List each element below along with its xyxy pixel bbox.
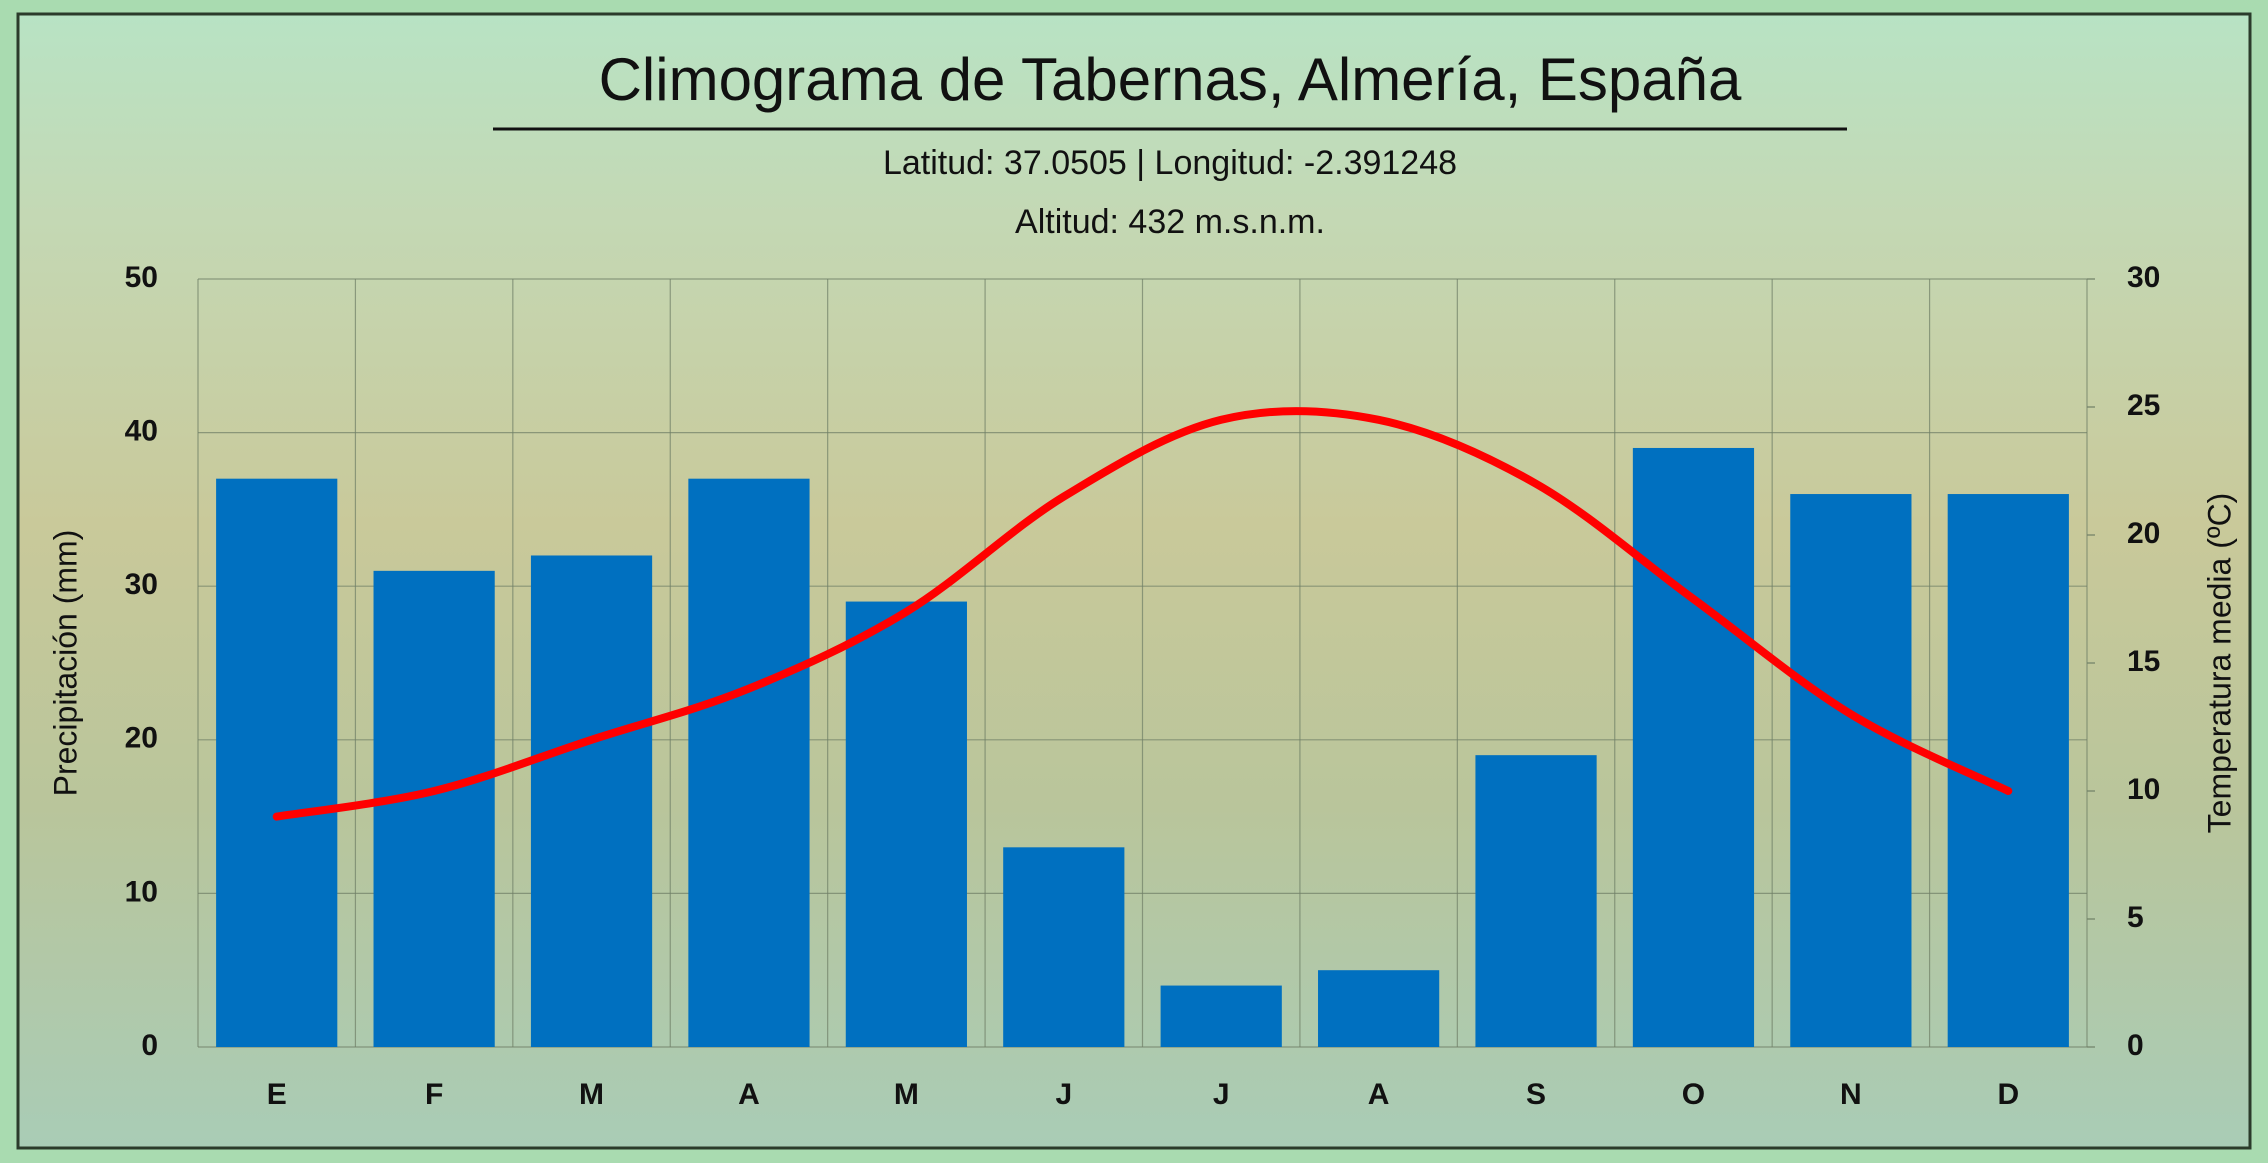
x-tick-label: A bbox=[738, 1078, 760, 1111]
y-axis-label: Precipitación (mm) bbox=[47, 530, 83, 797]
chart-panel bbox=[16, 12, 2252, 1150]
y2-tick-label: 0 bbox=[2127, 1029, 2144, 1062]
y2-tick-label: 30 bbox=[2127, 261, 2160, 294]
bar bbox=[373, 570, 495, 1047]
x-tick-label: D bbox=[1997, 1078, 2019, 1111]
bar bbox=[1160, 985, 1282, 1047]
y2-tick-label: 25 bbox=[2127, 389, 2160, 422]
y2-tick-label: 10 bbox=[2127, 773, 2160, 806]
x-tick-label: J bbox=[1055, 1078, 1072, 1111]
y-tick-label: 40 bbox=[125, 415, 158, 448]
bar bbox=[1790, 494, 1912, 1047]
bar bbox=[530, 555, 653, 1047]
chart-title: Climograma de Tabernas, Almería, España bbox=[599, 46, 1742, 113]
y-tick-label: 10 bbox=[125, 875, 158, 908]
subtitle: Latitud: 37.0505 | Longitud: -2.391248 bbox=[883, 144, 1457, 182]
x-tick-label: N bbox=[1840, 1078, 1862, 1111]
y-tick-label: 20 bbox=[125, 722, 158, 755]
bar bbox=[1318, 970, 1440, 1047]
y2-axis-label: Temperatura media (ºC) bbox=[2201, 493, 2237, 834]
bar bbox=[1632, 447, 1755, 1048]
bar bbox=[216, 478, 338, 1047]
y-tick-label: 50 bbox=[125, 261, 158, 294]
y2-tick-label: 20 bbox=[2127, 517, 2160, 550]
bar bbox=[688, 478, 810, 1047]
y-tick-label: 0 bbox=[141, 1029, 158, 1062]
y2-tick-label: 15 bbox=[2127, 645, 2160, 678]
temperature-line bbox=[272, 406, 2013, 821]
y-tick-label: 30 bbox=[125, 568, 158, 601]
subtitle: Altitud: 432 m.s.n.m. bbox=[1015, 203, 1325, 241]
x-tick-label: M bbox=[579, 1078, 604, 1111]
x-tick-label: J bbox=[1213, 1078, 1230, 1111]
bar bbox=[845, 601, 967, 1047]
x-tick-label: E bbox=[267, 1078, 287, 1111]
x-tick-label: O bbox=[1682, 1078, 1705, 1111]
x-tick-label: S bbox=[1526, 1078, 1546, 1111]
x-tick-label: F bbox=[425, 1078, 443, 1111]
x-tick-label: A bbox=[1368, 1078, 1390, 1111]
x-tick-label: M bbox=[894, 1078, 919, 1111]
y2-tick-label: 5 bbox=[2127, 901, 2144, 934]
bar bbox=[1475, 755, 1597, 1047]
bar bbox=[1003, 847, 1125, 1047]
